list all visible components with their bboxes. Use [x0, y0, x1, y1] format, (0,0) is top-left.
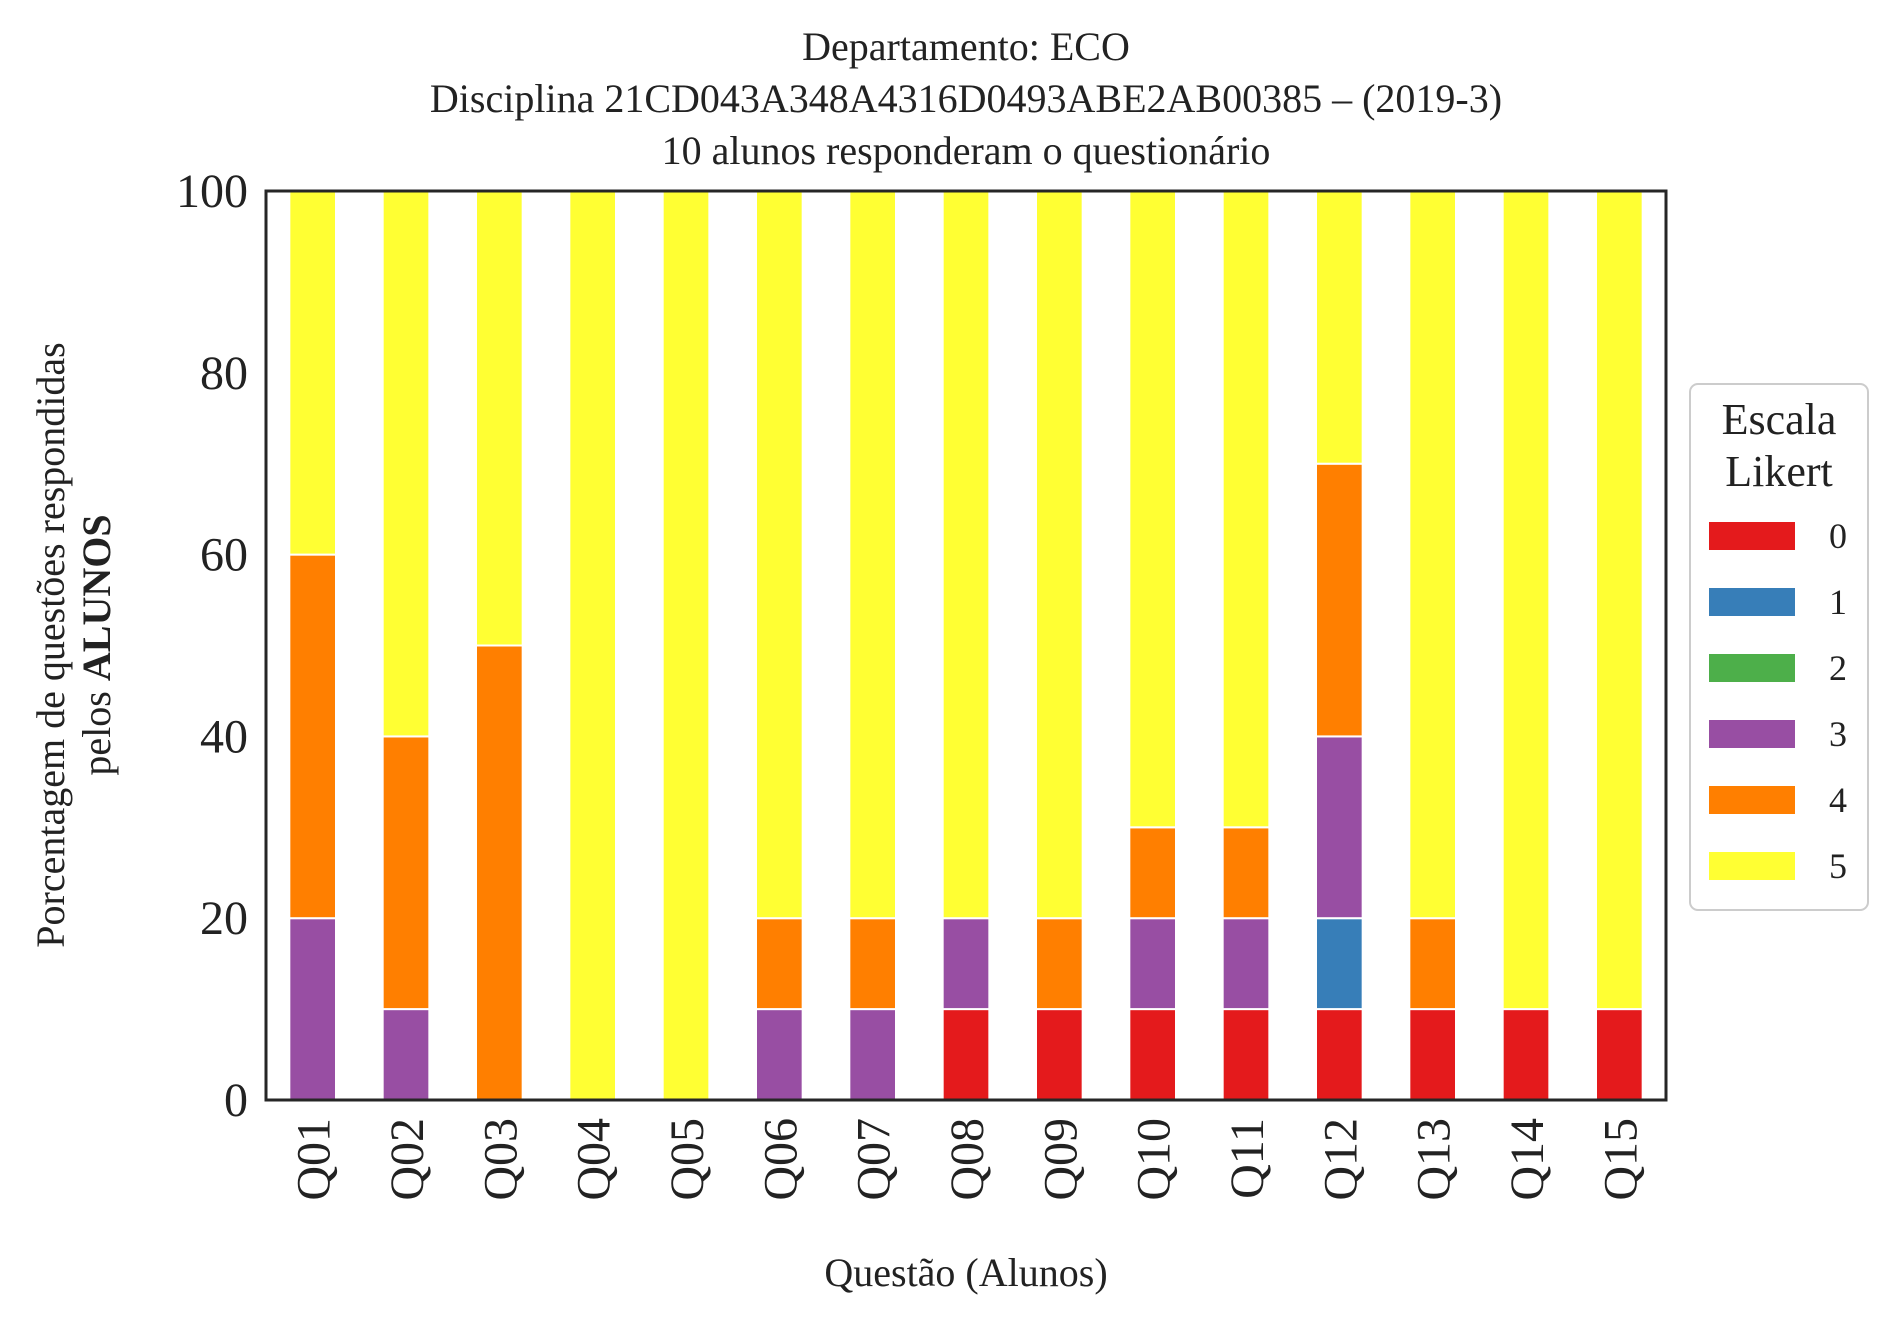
legend-label-2: 2 — [1829, 648, 1847, 688]
legend-swatch-5 — [1709, 852, 1795, 880]
x-tick-label: Q03 — [474, 1118, 527, 1201]
bar-Q08-likert-3 — [941, 917, 991, 1011]
bar-Q13-likert-5 — [1408, 190, 1457, 920]
bar-Q09-likert-4 — [1035, 917, 1084, 1011]
legend-label-4: 4 — [1829, 780, 1847, 820]
legend-label-5: 5 — [1829, 846, 1847, 886]
legend-title-line-2: Likert — [1725, 447, 1833, 496]
bar-Q01-likert-5 — [288, 190, 337, 556]
x-tick-label: Q15 — [1594, 1118, 1647, 1201]
bar-Q04-likert-5 — [568, 190, 618, 1101]
y-axis-label-prefix: pelos — [74, 681, 119, 775]
bar-Q11-likert-5 — [1221, 190, 1271, 829]
bar-Q09-likert-0 — [1035, 1008, 1084, 1101]
bar-Q10-likert-0 — [1128, 1008, 1177, 1101]
y-axis-label-line-2: pelos ALUNOS — [74, 514, 119, 775]
bar-Q08-likert-5 — [941, 190, 991, 920]
bar-Q12-likert-1 — [1315, 917, 1364, 1011]
bar-Q15-likert-5 — [1595, 190, 1644, 1011]
bar-Q12-likert-4 — [1315, 462, 1364, 738]
x-tick-label: Q14 — [1501, 1118, 1554, 1201]
bar-Q14-likert-0 — [1501, 1008, 1551, 1101]
y-tick-label: 60 — [200, 529, 248, 582]
bar-Q13-likert-4 — [1408, 917, 1457, 1011]
bar-Q11-likert-0 — [1221, 1008, 1271, 1101]
bar-Q12-likert-0 — [1315, 1008, 1364, 1101]
bar-Q10-likert-5 — [1128, 190, 1177, 829]
bar-Q07-likert-5 — [848, 190, 898, 920]
x-tick-label: Q12 — [1314, 1118, 1367, 1201]
bar-Q11-likert-4 — [1221, 826, 1271, 920]
legend-label-0: 0 — [1829, 516, 1847, 556]
legend-swatch-1 — [1709, 588, 1795, 616]
x-tick-label: Q10 — [1128, 1118, 1181, 1201]
bar-Q02-likert-3 — [381, 1008, 431, 1101]
bar-Q02-likert-5 — [381, 190, 431, 738]
bar-Q07-likert-3 — [848, 1008, 898, 1101]
x-tick-label: Q05 — [661, 1118, 714, 1201]
title-line-1: Departamento: ECO — [802, 24, 1130, 69]
bar-Q01-likert-3 — [288, 917, 337, 1102]
bar-Q06-likert-3 — [755, 1008, 804, 1101]
bar-Q07-likert-4 — [848, 917, 898, 1011]
legend-items: 0 1 2 3 4 5 — [1709, 516, 1847, 886]
bar-Q12-likert-3 — [1315, 735, 1364, 920]
bar-Q10-likert-3 — [1128, 917, 1177, 1011]
bar-Q09-likert-5 — [1035, 190, 1084, 920]
x-tick-label: Q09 — [1034, 1118, 1087, 1201]
x-tick-label: Q08 — [941, 1118, 994, 1201]
x-axis-label: Questão (Alunos) — [824, 1250, 1107, 1295]
bar-Q02-likert-4 — [381, 735, 431, 1011]
legend-swatch-3 — [1709, 720, 1795, 748]
bars-group — [288, 190, 1644, 1102]
legend-swatch-0 — [1709, 522, 1795, 550]
legend-label-1: 1 — [1829, 582, 1847, 622]
y-tick-label: 20 — [200, 892, 248, 945]
bar-Q06-likert-4 — [755, 917, 804, 1011]
x-tick-label: Q07 — [848, 1118, 901, 1201]
title-line-2: Disciplina 21CD043A348A4316D0493ABE2AB00… — [430, 76, 1502, 121]
bar-Q06-likert-5 — [755, 190, 804, 920]
bar-Q01-likert-4 — [288, 553, 337, 920]
bar-Q03-likert-4 — [475, 644, 524, 1101]
legend-title-line-1: Escala — [1722, 395, 1837, 444]
legend-label-3: 3 — [1829, 714, 1847, 754]
x-axis-ticks: Q01 Q02 Q03 Q04 Q05 Q06 Q07 Q08 Q09 Q10 Q11 Q12 Q13 Q… — [288, 1118, 1648, 1201]
bar-Q03-likert-5 — [475, 190, 524, 647]
bar-Q08-likert-0 — [941, 1008, 991, 1101]
y-axis-label-line-1: Porcentagem de questões respondidas — [28, 342, 73, 947]
legend-swatch-2 — [1709, 654, 1795, 682]
y-axis-ticks: 0 20 40 60 80 100 — [176, 165, 248, 1127]
y-tick-label: 100 — [176, 165, 248, 218]
legend-box — [1689, 383, 1869, 911]
y-tick-label: 0 — [224, 1074, 248, 1127]
x-tick-label: Q02 — [381, 1118, 434, 1201]
legend-swatch-4 — [1709, 786, 1795, 814]
bar-Q12-likert-5 — [1315, 190, 1364, 465]
y-axis-label-bold: ALUNOS — [74, 514, 119, 681]
title-line-3: 10 alunos responderam o questionário — [662, 128, 1271, 173]
bar-Q11-likert-3 — [1221, 917, 1271, 1011]
x-tick-label: Q11 — [1221, 1118, 1274, 1199]
bar-Q14-likert-5 — [1501, 190, 1551, 1011]
y-axis-label: Porcentagem de questões respondidas pelo… — [28, 342, 119, 947]
legend: Escala Likert 0 1 2 3 4 5 — [1689, 383, 1869, 911]
chart-title: Departamento: ECO Disciplina 21CD043A348… — [430, 24, 1502, 173]
bar-Q13-likert-0 — [1408, 1008, 1457, 1101]
y-tick-label: 40 — [200, 710, 248, 763]
bar-Q05-likert-5 — [661, 190, 711, 1101]
y-tick-label: 80 — [200, 347, 248, 400]
x-tick-label: Q01 — [288, 1118, 341, 1201]
bar-Q15-likert-0 — [1595, 1008, 1644, 1101]
x-tick-label: Q06 — [754, 1118, 807, 1201]
bar-Q10-likert-4 — [1128, 826, 1177, 920]
x-tick-label: Q13 — [1408, 1118, 1461, 1201]
plot-frame — [264, 189, 1668, 1102]
x-tick-label: Q04 — [568, 1118, 621, 1201]
